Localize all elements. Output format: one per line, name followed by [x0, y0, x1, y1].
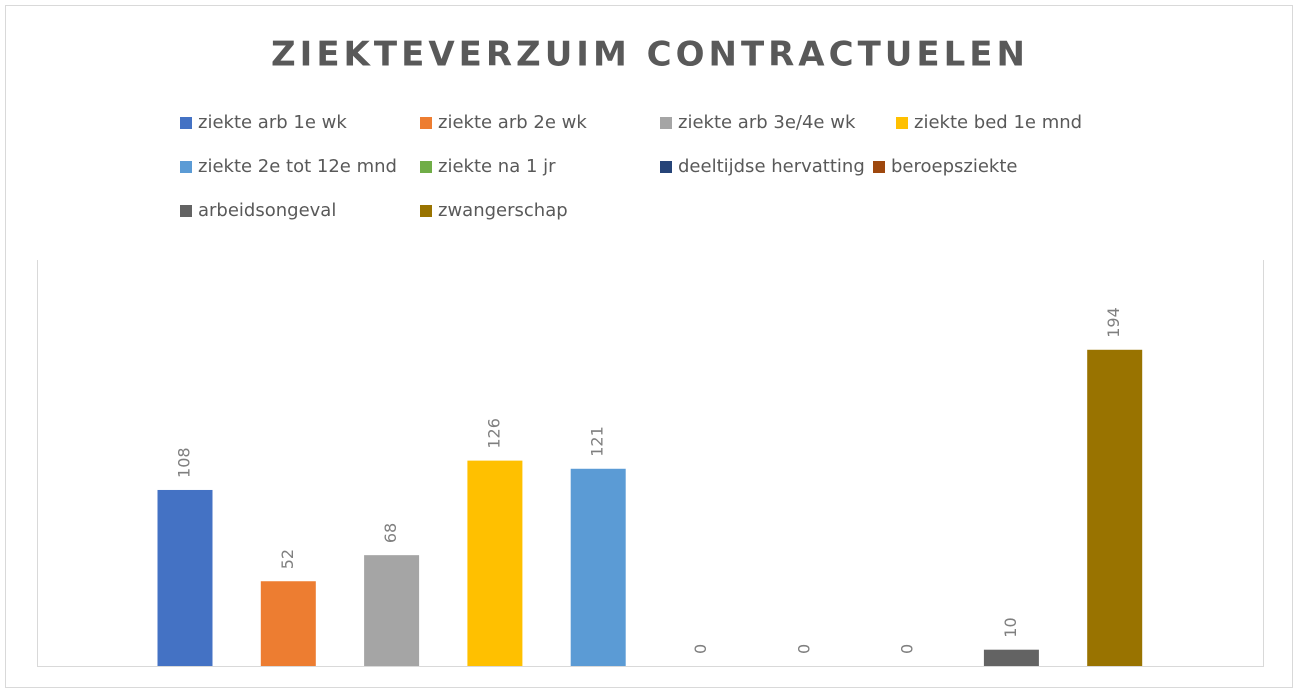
legend-swatch — [180, 161, 192, 173]
legend-swatch — [896, 117, 908, 129]
bar — [157, 489, 213, 666]
legend-label: deeltijdse hervatting — [678, 156, 865, 177]
legend-swatch — [873, 161, 885, 173]
data-label: 194 — [1104, 307, 1123, 338]
bar — [260, 581, 316, 666]
data-label: 126 — [484, 418, 503, 449]
legend-swatch — [180, 117, 192, 129]
legend-label: ziekte arb 1e wk — [198, 112, 347, 133]
legend-swatch — [420, 205, 432, 217]
legend-swatch — [420, 161, 432, 173]
data-label: 121 — [588, 426, 607, 457]
legend-label: ziekte arb 2e wk — [438, 112, 587, 133]
legend-label: ziekte bed 1e mnd — [914, 112, 1082, 133]
legend-swatch — [180, 205, 192, 217]
legend-swatch — [420, 117, 432, 129]
legend-label: ziekte arb 3e/4e wk — [678, 112, 856, 133]
bar — [467, 460, 523, 666]
legend-label: arbeidsongeval — [198, 200, 336, 221]
data-label: 10 — [1001, 617, 1020, 637]
bar — [983, 649, 1039, 666]
chart-title: ZIEKTEVERZUIM CONTRACTUELEN — [271, 35, 1029, 75]
data-label: 0 — [691, 644, 710, 654]
data-label: 0 — [794, 644, 813, 654]
legend-swatch — [660, 117, 672, 129]
legend-label: beroepsziekte — [891, 156, 1017, 177]
bar — [570, 468, 626, 666]
data-label: 108 — [175, 447, 194, 478]
bar — [1087, 349, 1143, 666]
legend-label: zwangerschap — [438, 200, 568, 221]
legend-label: ziekte 2e tot 12e mnd — [198, 156, 397, 177]
data-label: 52 — [278, 549, 297, 569]
bar — [364, 555, 420, 666]
legend-label: ziekte na 1 jr — [438, 156, 556, 177]
data-label: 0 — [898, 644, 917, 654]
data-label: 68 — [381, 523, 400, 543]
legend-swatch — [660, 161, 672, 173]
chart-frame — [5, 5, 1293, 688]
